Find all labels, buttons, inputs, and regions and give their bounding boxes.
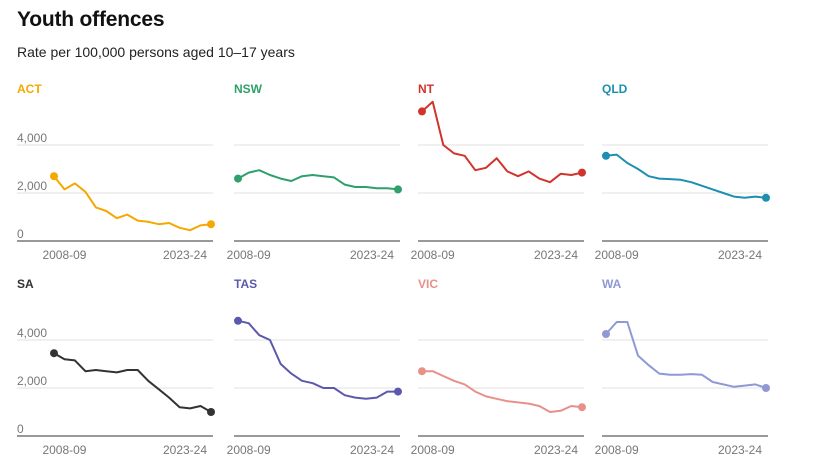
start-marker-wa <box>602 330 610 338</box>
end-marker-nt <box>578 168 586 177</box>
panel-label-act: ACT <box>17 82 42 96</box>
panel-label-vic: VIC <box>418 277 438 291</box>
series-line-nsw <box>237 169 399 191</box>
start-marker-qld <box>602 151 610 160</box>
y-tick-label-0-4000: 4,000 <box>17 131 47 145</box>
x-tick-label-tas-end: 2023-24 <box>350 443 394 457</box>
start-marker-act <box>50 172 58 181</box>
y-tick-label-0-0: 0 <box>17 227 24 241</box>
end-marker-tas <box>394 387 402 396</box>
end-marker-vic <box>578 403 586 412</box>
x-tick-label-nt-start: 2008-09 <box>411 248 455 262</box>
chart-title: Youth offences <box>17 8 165 31</box>
series-line-tas <box>237 319 399 400</box>
x-tick-label-nt-end: 2023-24 <box>534 248 578 262</box>
x-tick-label-act-end: 2023-24 <box>163 248 207 262</box>
series-line-sa <box>53 352 212 413</box>
series-line-vic <box>421 370 583 413</box>
series-line-qld <box>605 153 767 199</box>
x-tick-label-nsw-start: 2008-09 <box>227 248 271 262</box>
panel-label-nt: NT <box>418 82 435 96</box>
x-tick-label-vic-start: 2008-09 <box>411 443 455 457</box>
y-tick-label-1-2000: 2,000 <box>17 374 47 388</box>
x-tick-label-vic-end: 2023-24 <box>534 443 578 457</box>
series-line-nt <box>421 100 583 184</box>
x-tick-label-qld-start: 2008-09 <box>595 248 639 262</box>
panel-label-sa: SA <box>17 277 34 291</box>
panel-label-nsw: NSW <box>234 82 263 96</box>
x-tick-label-nsw-end: 2023-24 <box>350 248 394 262</box>
start-marker-tas <box>234 316 242 325</box>
end-marker-wa <box>762 384 770 392</box>
start-marker-sa <box>50 349 58 358</box>
x-tick-label-wa-start: 2008-09 <box>595 443 639 457</box>
end-marker-nsw <box>394 185 402 194</box>
y-tick-label-1-0: 0 <box>17 422 24 436</box>
x-tick-label-tas-start: 2008-09 <box>227 443 271 457</box>
chart-subtitle: Rate per 100,000 persons aged 10–17 year… <box>17 44 295 60</box>
panel-label-qld: QLD <box>602 82 628 96</box>
y-tick-label-1-4000: 4,000 <box>17 326 47 340</box>
panel-label-wa: WA <box>602 277 622 291</box>
end-marker-act <box>207 220 215 229</box>
start-marker-vic <box>418 367 426 376</box>
x-tick-label-act-start: 2008-09 <box>42 248 86 262</box>
end-marker-sa <box>207 408 215 416</box>
series-line-wa <box>605 321 767 389</box>
series-line-act <box>53 175 212 232</box>
start-marker-nt <box>418 107 426 116</box>
y-tick-label-0-2000: 2,000 <box>17 179 47 193</box>
x-tick-label-sa-end: 2023-24 <box>163 443 207 457</box>
x-tick-label-sa-start: 2008-09 <box>42 443 86 457</box>
x-tick-label-wa-end: 2023-24 <box>718 443 762 457</box>
x-tick-label-qld-end: 2023-24 <box>718 248 762 262</box>
panel-label-tas: TAS <box>234 277 257 291</box>
start-marker-nsw <box>234 174 242 183</box>
end-marker-qld <box>762 193 770 202</box>
